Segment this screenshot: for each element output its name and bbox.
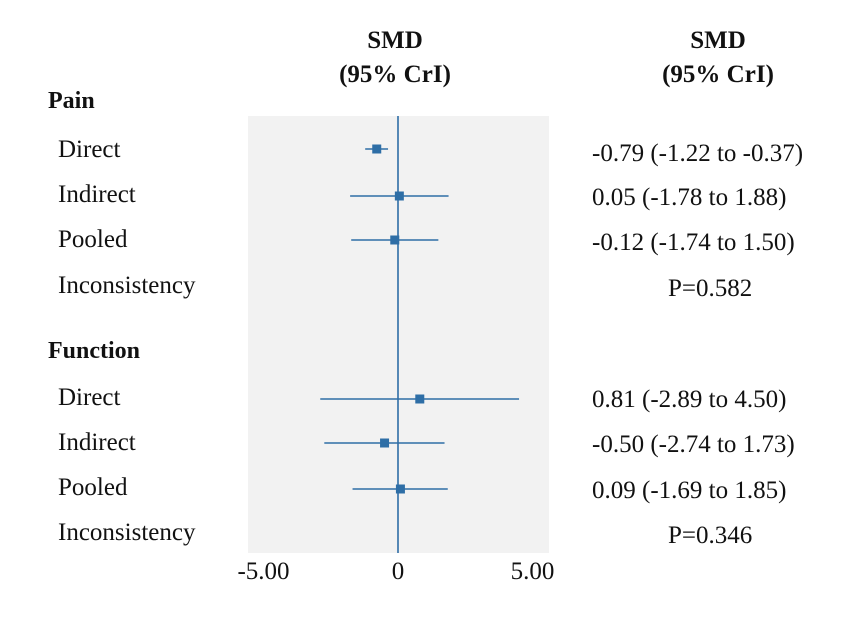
- row-label-function-indirect: Indirect: [58, 429, 136, 456]
- forest-marks: [320, 144, 520, 494]
- point-estimate-function-indirect: [380, 438, 390, 448]
- row-label-function-pooled: Pooled: [58, 474, 128, 501]
- header-smd-right: SMD (95% CrI): [648, 24, 788, 92]
- row-label-pain-inconsistency: Inconsistency: [58, 272, 196, 299]
- row-label-function-inconsistency: Inconsistency: [58, 519, 196, 546]
- row-label-pain-indirect: Indirect: [58, 181, 136, 208]
- estimate-function-indirect: -0.50 (-2.74 to 1.73): [592, 431, 795, 458]
- point-estimate-function-pooled: [395, 484, 405, 494]
- x-axis-tick-labels: -5.00 0 5.00: [237, 558, 554, 585]
- header-smd-right-line2: (95% CrI): [662, 61, 774, 88]
- row-label-pain-direct: Direct: [58, 136, 121, 163]
- x-tick-label: 5.00: [511, 558, 555, 585]
- row-label-pain-pooled: Pooled: [58, 226, 128, 253]
- header-smd-middle-line1: SMD: [367, 27, 423, 54]
- header-smd-right-line1: SMD: [690, 27, 746, 54]
- point-estimate-function-direct: [415, 394, 425, 404]
- x-tick-label: 0: [392, 558, 405, 585]
- estimate-pain-direct: -0.79 (-1.22 to -0.37): [592, 140, 804, 167]
- point-estimate-pain-pooled: [390, 235, 400, 245]
- estimate-pain-indirect: 0.05 (-1.78 to 1.88): [592, 184, 787, 211]
- estimate-pain-pooled: -0.12 (-1.74 to 1.50): [592, 229, 795, 256]
- header-smd-middle: SMD (95% CrI): [320, 24, 470, 92]
- pvalue-pain-inconsistency: P=0.582: [668, 275, 753, 302]
- pvalue-function-inconsistency: P=0.346: [668, 522, 753, 549]
- row-label-function-direct: Direct: [58, 384, 121, 411]
- estimate-function-direct: 0.81 (-2.89 to 4.50): [592, 386, 787, 413]
- point-estimate-pain-indirect: [394, 191, 404, 201]
- estimate-function-pooled: 0.09 (-1.69 to 1.85): [592, 477, 787, 504]
- header-smd-middle-line2: (95% CrI): [339, 61, 451, 88]
- group-label-function: Function: [48, 338, 141, 364]
- group-label-pain: Pain: [48, 88, 95, 114]
- point-estimate-pain-direct: [372, 144, 382, 154]
- x-tick-label: -5.00: [237, 558, 289, 585]
